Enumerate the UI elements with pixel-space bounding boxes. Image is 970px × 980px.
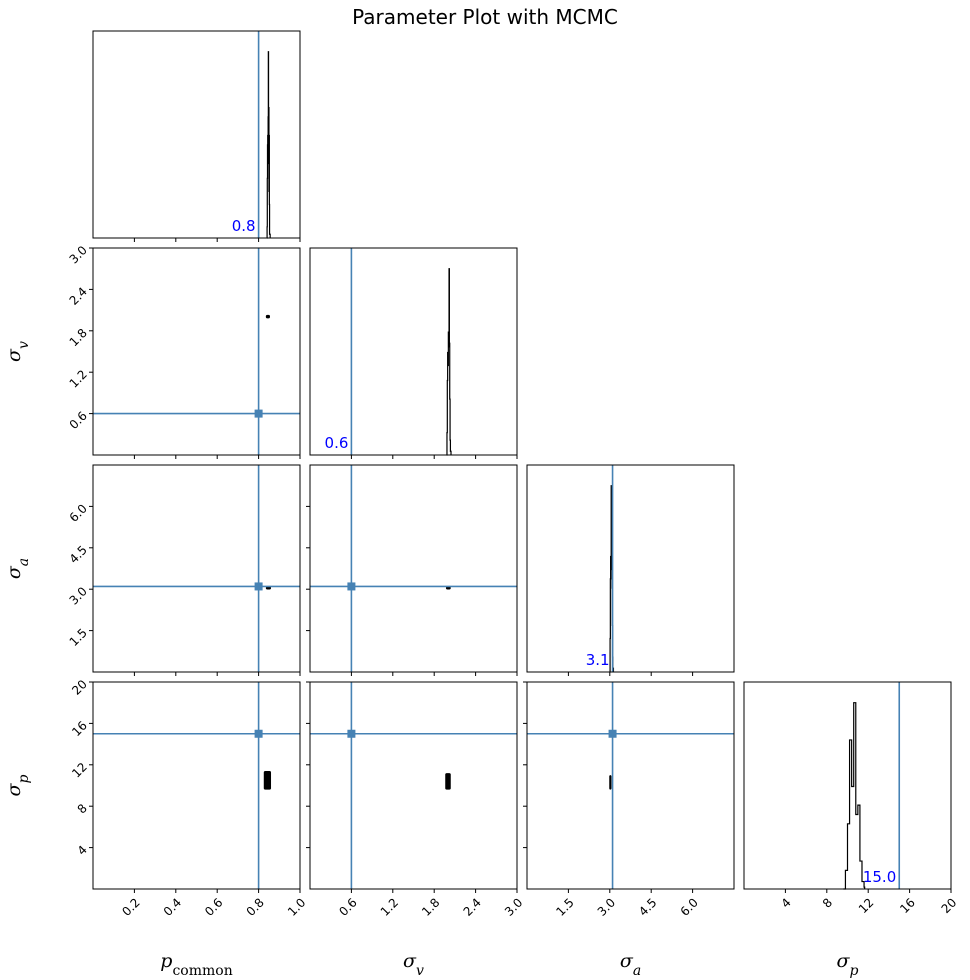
- x-tick-label-sigma_v: 1.8: [419, 895, 442, 918]
- panel-frame: [743, 681, 952, 890]
- y-axis-label-sigma_p: σp: [3, 774, 32, 796]
- truth-point-p_common-vs-sigma_a: [254, 582, 263, 591]
- panel-frame: [309, 247, 518, 456]
- truth-point-sigma_v-vs-sigma_p: [347, 729, 356, 738]
- y-tick-label-sigma_v: 1.2: [67, 367, 90, 390]
- x-tick-label-sigma_a: 4.5: [636, 895, 659, 918]
- y-axis-label-sigma_v: σv: [3, 341, 32, 362]
- sample-cluster-sigma_a-vs-sigma_p: [609, 775, 612, 790]
- y-tick-label-sigma_a: 1.5: [67, 626, 90, 649]
- x-tick-label-sigma_v: 0.6: [336, 895, 359, 918]
- sample-cluster-p_common-vs-sigma_p: [263, 771, 272, 790]
- y-tick-label-sigma_p: 4: [75, 843, 90, 858]
- sample-cluster-sigma_v-vs-sigma_p: [445, 773, 451, 790]
- panel-p_common-hist: 0.8: [92, 30, 301, 242]
- x-tick-label-sigma_v: 2.4: [461, 895, 484, 918]
- x-tick-label-sigma_p: 16: [897, 895, 918, 916]
- panel-frame: [309, 464, 518, 673]
- x-tick-label-sigma_v: 1.2: [378, 895, 401, 918]
- panel-sigma_v-vs-sigma_p: 0.6 1.2 1.8 2.4 3.0: [306, 681, 525, 919]
- truth-value-label-sigma_p: 15.0: [863, 868, 896, 886]
- x-tick-label-p_common: 0.6: [202, 895, 225, 918]
- panel-p_common-vs-sigma_p: 0.2 0.4 0.6 0.8 1.0 4 8 12 16 20: [69, 677, 308, 919]
- y-tick-label-sigma_p: 8: [75, 801, 90, 816]
- panel-frame: [92, 681, 301, 890]
- panel-sigma_a-vs-sigma_p: 1.5 3.0 4.5 6.0: [523, 681, 735, 919]
- panel-sigma_a-hist: 3.1: [526, 464, 735, 676]
- x-axis-label-p_common: pcommon: [160, 950, 232, 979]
- x-axis-label-sigma_a: σa: [620, 950, 641, 979]
- truth-value-label-sigma_a: 3.1: [586, 651, 610, 669]
- y-tick-label-sigma_a: 4.5: [67, 543, 90, 566]
- x-tick-label-sigma_v: 3.0: [502, 895, 525, 918]
- panel-sigma_p-hist: 15.0 4 8 12 16 20: [743, 681, 960, 916]
- x-tick-label-sigma_a: 6.0: [678, 895, 701, 918]
- panel-frame: [92, 30, 301, 239]
- truth-value-label-sigma_v: 0.6: [325, 434, 349, 452]
- x-axis-label-sigma_p: σp: [837, 950, 859, 979]
- y-axis-label-sigma_a: σa: [3, 558, 32, 579]
- histogram-p_common: [266, 51, 271, 239]
- sample-cluster-p_common-vs-sigma_v: [265, 314, 270, 319]
- y-tick-label-sigma_a: 3.0: [67, 584, 90, 607]
- y-tick-label-sigma_v: 1.8: [67, 326, 90, 349]
- truth-point-sigma_a-vs-sigma_p: [608, 729, 617, 738]
- y-tick-label-sigma_p: 12: [69, 760, 90, 781]
- truth-point-p_common-vs-sigma_v: [254, 409, 263, 418]
- x-tick-label-p_common: 0.2: [119, 895, 142, 918]
- truth-value-label-p_common: 0.8: [232, 217, 256, 235]
- panel-sigma_v-hist: 0.6: [309, 247, 518, 459]
- x-tick-label-sigma_p: 20: [939, 895, 960, 916]
- x-tick-label-p_common: 0.4: [161, 895, 184, 918]
- truth-point-p_common-vs-sigma_p: [254, 729, 263, 738]
- y-tick-label-sigma_v: 0.6: [67, 409, 90, 432]
- panel-p_common-vs-sigma_a: 1.5 3.0 4.5 6.0: [67, 464, 301, 676]
- x-tick-label-sigma_a: 1.5: [553, 895, 576, 918]
- x-tick-label-sigma_a: 3.0: [595, 895, 618, 918]
- x-tick-label-p_common: 1.0: [285, 895, 308, 918]
- histogram-sigma_v: [446, 268, 452, 456]
- panel-frame: [92, 247, 301, 456]
- panel-frame: [92, 464, 301, 673]
- y-tick-label-sigma_a: 6.0: [67, 501, 90, 524]
- x-tick-label-sigma_p: 12: [856, 895, 877, 916]
- x-tick-label-p_common: 0.8: [244, 895, 267, 918]
- x-tick-label-sigma_p: 4: [778, 895, 793, 910]
- y-tick-label-sigma_v: 3.0: [67, 243, 90, 266]
- panel-p_common-vs-sigma_v: 0.6 1.2 1.8 2.4 3.0: [67, 243, 301, 459]
- panel-frame: [526, 464, 735, 673]
- chart-title: Parameter Plot with MCMC: [352, 5, 618, 29]
- x-axis-label-sigma_v: σv: [403, 950, 424, 979]
- y-tick-label-sigma_p: 16: [69, 718, 90, 739]
- x-tick-label-sigma_p: 8: [820, 895, 835, 910]
- truth-point-sigma_v-vs-sigma_a: [347, 582, 356, 591]
- y-tick-label-sigma_v: 2.4: [67, 284, 90, 307]
- y-tick-label-sigma_p: 20: [69, 677, 90, 698]
- panel-frame: [309, 681, 518, 890]
- panel-frame: [526, 681, 735, 890]
- histogram-sigma_p: [843, 702, 866, 890]
- panel-sigma_v-vs-sigma_a: [306, 464, 518, 676]
